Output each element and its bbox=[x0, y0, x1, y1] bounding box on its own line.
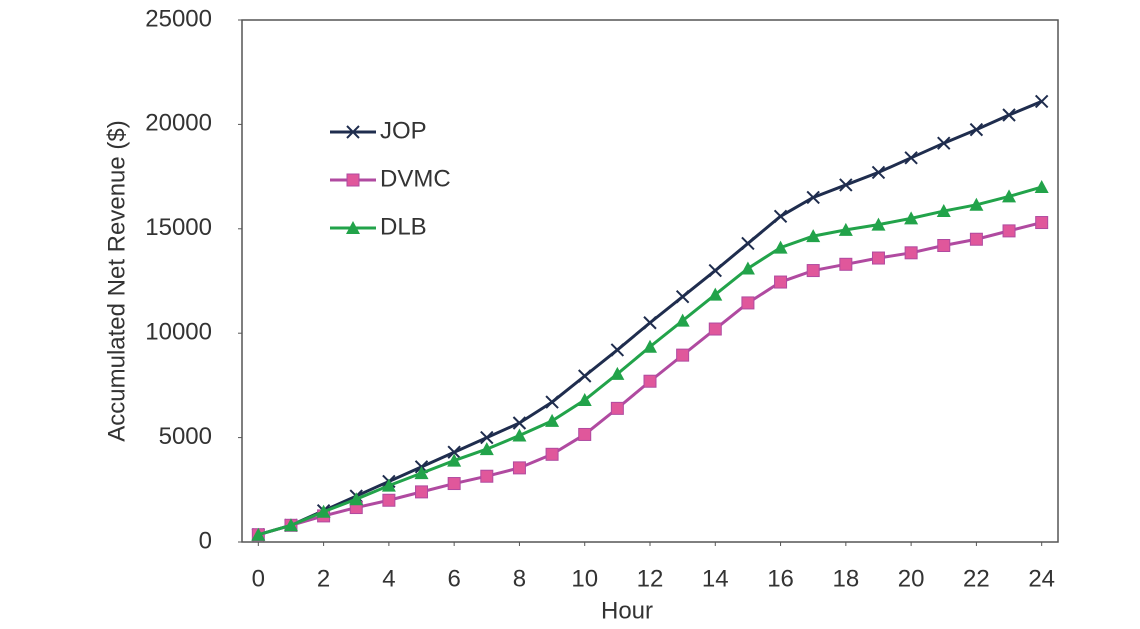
y-tick-label: 10000 bbox=[145, 319, 212, 346]
point bbox=[937, 136, 951, 150]
point bbox=[838, 222, 853, 236]
x-tick-label: 16 bbox=[767, 565, 794, 592]
x-tick-label: 8 bbox=[513, 565, 526, 592]
point bbox=[578, 427, 592, 441]
point bbox=[675, 313, 690, 327]
point bbox=[936, 204, 951, 218]
point bbox=[1002, 189, 1017, 203]
legend-marker bbox=[346, 125, 360, 139]
x-tick-label: 10 bbox=[571, 565, 598, 592]
point bbox=[904, 246, 918, 260]
point bbox=[447, 445, 461, 459]
point bbox=[708, 263, 722, 278]
point bbox=[1002, 108, 1016, 122]
legend-marker bbox=[346, 221, 360, 234]
point bbox=[773, 240, 788, 254]
point bbox=[806, 190, 820, 205]
point bbox=[577, 393, 592, 407]
y-tick-label: 25000 bbox=[145, 5, 212, 32]
point bbox=[675, 289, 690, 304]
point bbox=[643, 316, 657, 330]
point bbox=[545, 413, 560, 427]
x-tick-label: 14 bbox=[702, 565, 729, 592]
point bbox=[610, 343, 625, 357]
point bbox=[1035, 216, 1049, 230]
point bbox=[447, 477, 461, 491]
point bbox=[839, 257, 853, 271]
point bbox=[610, 366, 625, 380]
point bbox=[447, 453, 462, 467]
x-tick-label: 12 bbox=[637, 565, 664, 592]
point bbox=[480, 430, 494, 445]
point bbox=[283, 518, 298, 532]
x-tick-label: 18 bbox=[832, 565, 859, 592]
point bbox=[1034, 94, 1049, 109]
point bbox=[740, 261, 755, 275]
point bbox=[871, 251, 885, 265]
x-tick-label: 22 bbox=[963, 565, 990, 592]
point bbox=[708, 287, 723, 301]
point bbox=[774, 275, 788, 289]
x-tick-label: 6 bbox=[447, 565, 460, 592]
legend-label: JOP bbox=[380, 117, 427, 144]
x-tick-label: 0 bbox=[252, 565, 265, 592]
point bbox=[969, 232, 983, 246]
series-line bbox=[257, 100, 1043, 537]
point bbox=[381, 478, 396, 492]
point bbox=[806, 229, 821, 243]
y-tick-label: 20000 bbox=[145, 110, 212, 137]
point bbox=[643, 339, 657, 353]
point bbox=[512, 416, 527, 430]
plot-frame bbox=[241, 19, 1059, 543]
point bbox=[676, 348, 690, 362]
point bbox=[512, 428, 527, 442]
y-tick-label: 15000 bbox=[145, 214, 212, 241]
x-tick-label: 2 bbox=[317, 565, 330, 592]
y-axis-label: Accumulated Net Revenue ($) bbox=[103, 120, 130, 442]
point bbox=[773, 209, 788, 223]
y-tick-label: 0 bbox=[199, 527, 212, 554]
point bbox=[610, 401, 624, 415]
point bbox=[545, 447, 559, 461]
point bbox=[643, 374, 657, 388]
x-tick-label: 24 bbox=[1028, 565, 1055, 592]
y-tick-label: 5000 bbox=[159, 423, 212, 450]
x-tick-label: 4 bbox=[382, 565, 395, 592]
point bbox=[382, 493, 396, 507]
series-line bbox=[257, 185, 1043, 537]
point bbox=[1034, 180, 1049, 194]
legend-label: DLB bbox=[380, 213, 427, 240]
point bbox=[578, 369, 592, 383]
point bbox=[839, 178, 853, 192]
point bbox=[871, 165, 886, 180]
x-tick-label: 20 bbox=[898, 565, 925, 592]
point bbox=[479, 442, 494, 456]
point bbox=[708, 322, 722, 336]
point bbox=[969, 197, 984, 211]
point bbox=[480, 469, 494, 483]
x-axis-label: Hour bbox=[601, 597, 653, 624]
point bbox=[904, 151, 918, 165]
point bbox=[969, 122, 984, 137]
point bbox=[512, 461, 526, 475]
point bbox=[741, 236, 755, 251]
point bbox=[414, 466, 429, 480]
point bbox=[871, 217, 886, 231]
point bbox=[1002, 224, 1016, 238]
point bbox=[349, 492, 364, 506]
point bbox=[806, 264, 820, 278]
point bbox=[904, 211, 919, 225]
point bbox=[251, 527, 266, 541]
legend-marker bbox=[346, 173, 360, 187]
point bbox=[937, 239, 951, 253]
point bbox=[545, 395, 559, 409]
point bbox=[316, 504, 331, 518]
legend-label: DVMC bbox=[380, 165, 451, 192]
point bbox=[741, 296, 755, 310]
point bbox=[415, 485, 429, 499]
